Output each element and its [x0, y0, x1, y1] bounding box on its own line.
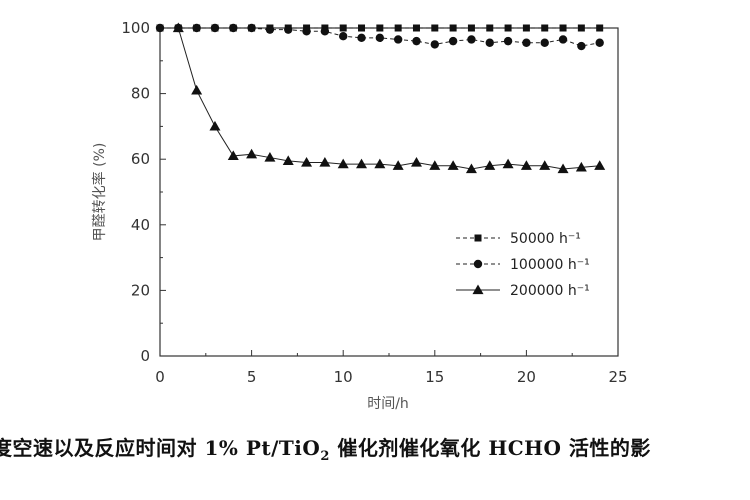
data-point: [504, 24, 512, 32]
data-point: [431, 24, 439, 32]
data-point: [337, 158, 349, 169]
data-point: [449, 24, 457, 32]
data-point: [320, 27, 330, 36]
data-point: [302, 27, 311, 36]
data-point: [191, 84, 203, 95]
data-point: [430, 40, 439, 49]
data-point: [412, 24, 420, 32]
data-point: [227, 150, 239, 161]
data-point: [155, 23, 165, 33]
data-point: [319, 156, 331, 167]
data-point: [356, 158, 368, 169]
x-tick-label: 0: [155, 368, 165, 386]
data-point: [172, 22, 184, 33]
data-point: [541, 24, 549, 32]
data-point: [358, 24, 366, 32]
y-axis-ticks: 0 20 40 60 80 100: [121, 19, 166, 365]
plot-frame: [159, 27, 619, 357]
y-axis-label: 甲醛转化率 (%): [91, 143, 108, 242]
data-point: [559, 24, 567, 32]
data-point: [192, 23, 201, 33]
x-axis-ticks: 0 5 10 15 20 25: [155, 350, 628, 386]
y-tick-label: 80: [131, 85, 150, 103]
data-point: [229, 23, 238, 33]
caption-text: 度空速以及反应时间对 1% Pt/TiO: [0, 436, 321, 460]
x-tick-label: 10: [334, 368, 353, 386]
y-tick-label: 40: [131, 216, 150, 234]
data-point: [394, 24, 402, 32]
data-point: [448, 36, 458, 46]
data-point: [503, 36, 513, 46]
data-point: [410, 156, 422, 167]
legend-label: 50000 h⁻¹: [510, 231, 581, 247]
x-tick-label: 20: [517, 368, 536, 386]
data-point: [467, 35, 476, 44]
data-point: [284, 25, 293, 34]
data-point: [209, 120, 221, 131]
data-point: [301, 156, 313, 167]
data-point: [539, 160, 551, 170]
data-point: [282, 155, 294, 165]
series-2: [155, 23, 604, 51]
legend: 50000 h⁻¹ 100000 h⁻¹ 200000 h⁻¹: [456, 231, 590, 299]
data-point: [376, 24, 384, 32]
x-tick-label: 25: [608, 368, 627, 386]
x-axis-label: 时间/h: [367, 396, 409, 412]
data-point: [484, 160, 496, 170]
data-point: [485, 38, 494, 47]
legend-label: 100000 h⁻¹: [510, 257, 590, 273]
series-layer: [155, 22, 606, 174]
data-point: [467, 24, 475, 32]
data-point: [486, 24, 494, 32]
data-point: [264, 152, 276, 162]
x-tick-label: 5: [247, 368, 257, 386]
data-point: [374, 158, 386, 169]
data-point: [522, 38, 531, 47]
data-point: [577, 24, 585, 32]
legend-label: 200000 h⁻¹: [510, 283, 590, 299]
data-point: [558, 35, 568, 44]
data-point: [447, 160, 459, 170]
data-point: [393, 35, 403, 44]
y-tick-label: 100: [121, 19, 150, 37]
data-point: [557, 163, 569, 174]
data-point: [339, 24, 347, 32]
y-tick-label: 60: [131, 150, 150, 168]
data-point: [465, 163, 477, 174]
data-point: [392, 160, 404, 170]
series-3: [172, 22, 606, 174]
data-point: [429, 160, 441, 170]
x-tick-label: 15: [425, 368, 444, 386]
data-point: [522, 24, 530, 32]
data-point: [339, 32, 348, 41]
legend-marker: [473, 259, 483, 269]
data-point: [246, 148, 258, 159]
data-point: [540, 38, 549, 47]
legend-marker: [474, 234, 482, 242]
data-point: [577, 41, 586, 51]
caption-subscript: 2: [320, 449, 330, 464]
data-point: [210, 23, 220, 33]
chart: 0 5 10 15 20 25 0 20 40 60 80 100 50000 h⁻¹ 100000 …: [91, 19, 628, 412]
data-point: [357, 33, 366, 43]
data-point: [247, 23, 256, 33]
y-tick-label: 0: [140, 347, 150, 365]
data-point: [520, 160, 532, 170]
data-point: [375, 33, 385, 43]
data-point: [594, 160, 606, 170]
figure-caption: 度空速以及反应时间对 1% Pt/TiO2 催化剂催化氧化 HCHO 活性的影: [0, 432, 750, 466]
data-point: [412, 36, 421, 46]
data-point: [265, 25, 275, 34]
legend-marker: [472, 284, 484, 295]
data-point: [502, 158, 514, 169]
caption-text-end: 催化剂催化氧化 HCHO 活性的影: [329, 436, 651, 460]
data-point: [596, 24, 604, 32]
y-tick-label: 20: [131, 281, 150, 299]
data-point: [575, 161, 587, 172]
data-point: [595, 38, 604, 47]
